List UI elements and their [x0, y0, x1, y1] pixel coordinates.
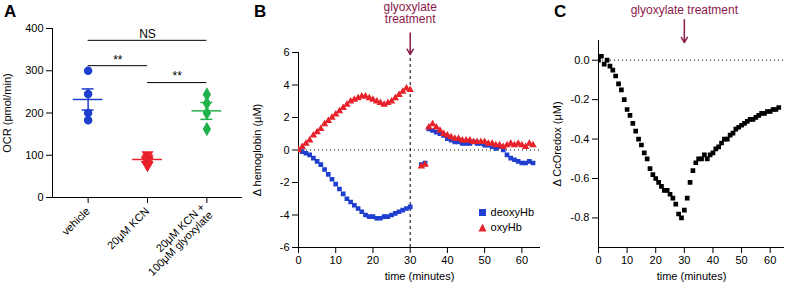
svg-text:20μM KCN: 20μM KCN [105, 205, 152, 252]
html-text:deoxyHb: deoxyHb [490, 206, 534, 218]
html-text:oxyHb: oxyHb [490, 221, 522, 233]
svg-text:20μM KCN +100μM glyoxylate: 20μM KCN +100μM glyoxylate [138, 201, 215, 278]
svg-text:OCR (pmol/min): OCR (pmol/min) [1, 73, 13, 152]
svg-text:60: 60 [764, 254, 776, 266]
svg-text:10: 10 [330, 254, 342, 266]
svg-text:2: 2 [283, 111, 289, 123]
svg-text:6: 6 [283, 46, 289, 58]
html-text:C: C [554, 2, 567, 21]
svg-text:20: 20 [650, 254, 662, 266]
svg-text:0: 0 [283, 144, 289, 156]
svg-text:-2: -2 [280, 176, 290, 188]
html-text:A: A [4, 2, 17, 21]
svg-text:400: 400 [25, 22, 43, 34]
svg-text:0: 0 [595, 254, 601, 266]
svg-text:0: 0 [295, 254, 301, 266]
svg-text:-0.4: -0.4 [571, 133, 590, 145]
svg-text:vehicle: vehicle [59, 205, 92, 238]
svg-text:-0.8: -0.8 [571, 211, 590, 223]
svg-text:-4: -4 [280, 209, 290, 221]
svg-text:20: 20 [367, 254, 379, 266]
svg-text:**: ** [173, 69, 183, 83]
svg-text:time (minutes): time (minutes) [385, 270, 455, 282]
svg-text:**: ** [113, 53, 123, 67]
svg-text:50: 50 [479, 254, 491, 266]
svg-text:200: 200 [25, 107, 43, 119]
svg-text:NS: NS [139, 27, 156, 41]
svg-text:glyoxylate treatment: glyoxylate treatment [631, 3, 739, 17]
svg-text:-0.6: -0.6 [571, 172, 590, 184]
svg-text:0: 0 [37, 191, 43, 203]
html-text:B: B [254, 2, 267, 21]
svg-text:50: 50 [735, 254, 747, 266]
svg-text:40: 40 [441, 254, 453, 266]
svg-text:100: 100 [25, 149, 43, 161]
svg-text:30: 30 [404, 254, 416, 266]
svg-text:40: 40 [707, 254, 719, 266]
svg-text:Δ hemoglobin (μM): Δ hemoglobin (μM) [251, 104, 263, 197]
svg-text:glyoxylatetreatment: glyoxylatetreatment [384, 0, 438, 26]
svg-text:60: 60 [516, 254, 528, 266]
svg-text:30: 30 [678, 254, 690, 266]
svg-text:300: 300 [25, 64, 43, 76]
svg-text:0.0: 0.0 [574, 54, 589, 66]
svg-text:-0.2: -0.2 [571, 93, 590, 105]
svg-text:10: 10 [621, 254, 633, 266]
svg-text:Δ CcOredox (μM): Δ CcOredox (μM) [551, 101, 563, 186]
svg-text:time (minutes): time (minutes) [657, 270, 727, 282]
svg-text:-6: -6 [280, 241, 290, 253]
svg-text:4: 4 [283, 79, 289, 91]
